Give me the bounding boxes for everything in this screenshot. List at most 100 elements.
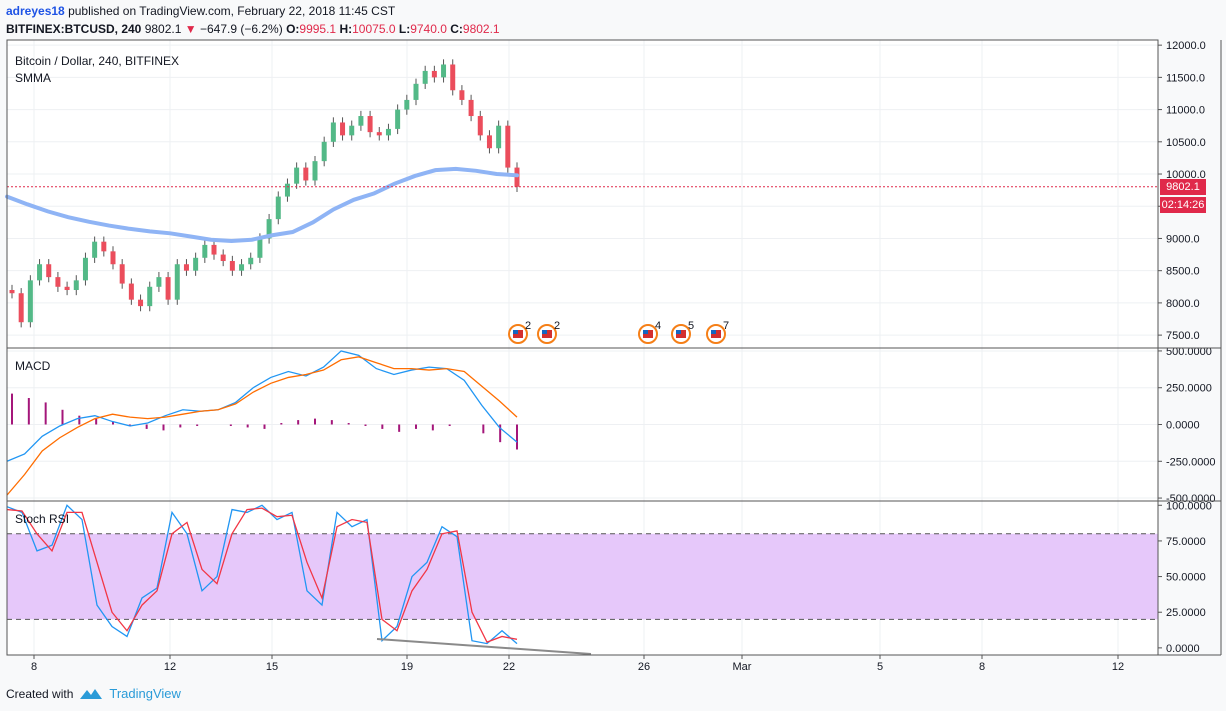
price-y-tick-label: 8000.0 [1166, 298, 1200, 310]
event-count-label: 2 [525, 320, 531, 332]
quote-line: BITFINEX:BTCUSD, 240 9802.1 ▼ −647.9 (−6… [6, 22, 500, 36]
price-y-tick-label: 9000.0 [1166, 233, 1200, 245]
price-y-tick-label: 12000.0 [1166, 40, 1206, 52]
candle [441, 64, 447, 78]
candle [376, 132, 382, 136]
candle [64, 286, 70, 291]
candle [193, 257, 199, 271]
candle [55, 277, 61, 287]
footer: Created with TradingView [6, 686, 181, 701]
close-label: C: [450, 22, 463, 36]
flag-canton [643, 330, 648, 334]
candle [340, 122, 346, 136]
x-tick-label: 19 [401, 661, 413, 673]
candle [73, 280, 79, 291]
candle [229, 261, 235, 271]
flag-canton [676, 330, 681, 334]
macd-y-tick-label: 500.0000 [1166, 346, 1212, 358]
flag-canton [711, 330, 716, 334]
published-text: published on TradingView.com, February 2… [68, 4, 396, 18]
candle [211, 244, 217, 255]
price-legend-title: Bitcoin / Dollar, 240, BITFINEX [15, 54, 180, 68]
tradingview-logo-icon [80, 688, 103, 699]
x-tick-label: 26 [638, 661, 650, 673]
candle [165, 277, 171, 300]
candle [138, 299, 144, 307]
candle [404, 99, 410, 110]
candle [147, 286, 153, 307]
candle [110, 251, 116, 265]
event-count-label: 5 [688, 320, 694, 332]
candle [312, 161, 318, 181]
created-with-label: Created with [6, 686, 74, 701]
candle [468, 99, 474, 117]
price-y-tick-label: 10500.0 [1166, 137, 1206, 149]
candle [257, 238, 263, 258]
candle [395, 109, 401, 129]
open-label: O: [286, 22, 300, 36]
flag-canton [513, 330, 518, 334]
price-y-tick-label: 11000.0 [1166, 105, 1205, 117]
macd-y-tick-label: -500.0000 [1166, 493, 1216, 505]
x-tick-label: 5 [877, 661, 883, 673]
candle [128, 283, 134, 300]
smma-legend: SMMA [15, 71, 51, 85]
candle [92, 241, 98, 258]
symbol-label: BITFINEX:BTCUSD, 240 [6, 22, 142, 36]
stoch-y-tick-label: 50.0000 [1166, 572, 1206, 584]
price-y-tick-label: 7500.0 [1166, 330, 1200, 342]
price-y-tick-label: 10000.0 [1166, 169, 1206, 181]
candle [321, 141, 327, 162]
candle [358, 116, 364, 126]
publish-line: adreyes18 published on TradingView.com, … [6, 4, 395, 18]
candle [9, 290, 15, 294]
open-value: 9995.1 [299, 22, 337, 36]
candle [496, 125, 502, 149]
candle [505, 125, 511, 168]
candle [477, 116, 483, 136]
candle [367, 116, 373, 133]
tradingview-link[interactable]: TradingView [109, 686, 181, 701]
candle [303, 167, 309, 181]
candle [27, 280, 33, 323]
candle [37, 264, 43, 281]
overbought-oversold-band [7, 533, 1158, 620]
flag-canton [542, 330, 547, 334]
stoch-k-line [6, 504, 518, 645]
x-tick-label: 8 [31, 661, 37, 673]
candle [82, 257, 88, 281]
signal-line [6, 356, 518, 496]
candle [284, 183, 290, 197]
candle [174, 264, 180, 300]
event-count-label: 4 [655, 320, 661, 332]
candle [413, 83, 419, 100]
candle [385, 128, 391, 136]
macd-y-tick-label: 0.0000 [1166, 420, 1200, 432]
candle [156, 277, 162, 287]
macd-y-tick-label: 250.0000 [1166, 383, 1212, 395]
candle [239, 264, 245, 271]
low-label: L: [398, 22, 411, 36]
countdown-tag: 02:14:26 [1160, 197, 1206, 213]
macd-legend: MACD [15, 359, 51, 373]
candle [18, 293, 24, 323]
macd-y-tick-label: -250.0000 [1166, 456, 1216, 468]
candle [486, 135, 492, 149]
stoch-y-tick-label: 25.0000 [1166, 607, 1206, 619]
x-tick-label: 12 [164, 661, 176, 673]
candle [119, 264, 125, 284]
candle [101, 241, 107, 252]
stoch-y-tick-label: 0.0000 [1166, 643, 1200, 655]
x-tick-label: Mar [733, 661, 752, 673]
event-count-label: 7 [723, 320, 729, 332]
candle [183, 264, 189, 271]
username-link[interactable]: adreyes18 [6, 4, 65, 18]
candle [275, 196, 281, 220]
price-y-tick-label: 8500.0 [1166, 266, 1200, 278]
stoch-y-tick-label: 75.0000 [1166, 536, 1206, 548]
x-tick-label: 8 [979, 661, 985, 673]
candle [349, 125, 355, 136]
candle [294, 167, 300, 184]
candle [459, 90, 465, 100]
